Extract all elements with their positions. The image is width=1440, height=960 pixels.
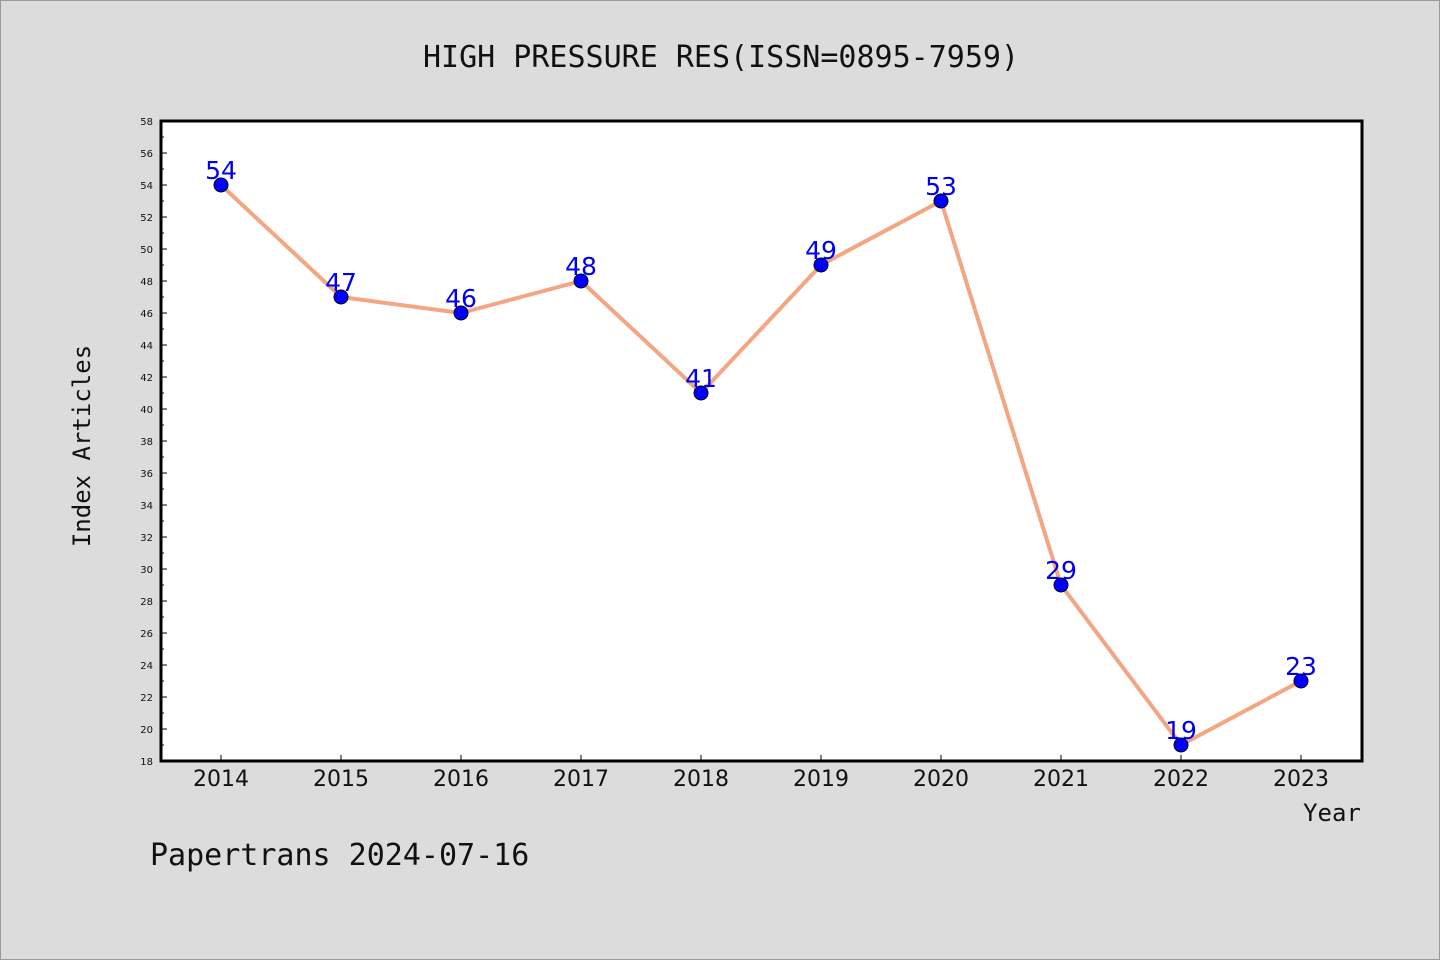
data-point [573,273,589,289]
data-point [333,289,349,305]
data-label: 49 [805,236,837,265]
y-tick-label: 42 [140,373,153,384]
x-tick-label: 2018 [673,767,729,792]
data-point [1293,673,1309,689]
data-label: 53 [925,172,957,201]
x-axis: 2014 2015 2016 2017 2018 2019 2020 2021 2022 2023 [193,755,1329,792]
y-tick-label: 26 [140,629,153,640]
x-tick-label: 2016 [433,767,489,792]
data-point [693,385,709,401]
footer-text: Papertrans 2024-07-16 [150,838,529,873]
data-point [213,177,229,193]
y-tick-label: 54 [140,181,153,192]
x-tick-label: 2023 [1273,767,1329,792]
y-tick-label: 22 [140,693,153,704]
data-point [813,257,829,273]
y-tick-label: 20 [140,725,153,736]
y-axis: 18 20 22 24 26 28 30 32 34 36 38 40 42 44 46 48 50 52 54 56… [140,117,167,768]
y-tick-label: 34 [140,501,153,512]
data-label: 47 [325,268,357,297]
data-point [933,193,949,209]
y-tick-label: 58 [140,117,153,128]
x-tick-label: 2022 [1153,767,1209,792]
x-tick-label: 2017 [553,767,609,792]
y-tick-label: 32 [140,533,153,544]
data-label: 46 [445,284,477,313]
x-tick-label: 2014 [193,767,249,792]
y-tick-label: 28 [140,597,153,608]
series-layer: 54 47 46 48 41 49 53 29 19 23 [205,156,1317,753]
data-label: 41 [685,364,717,393]
data-label: 23 [1285,652,1317,681]
data-label: 29 [1045,556,1077,585]
y-tick-label: 50 [140,245,153,256]
x-tick-label: 2019 [793,767,849,792]
y-tick-label: 24 [140,661,153,672]
data-label: 48 [565,252,597,281]
y-tick-label: 18 [140,757,153,768]
y-tick-label: 40 [140,405,153,416]
y-tick-label: 46 [140,309,153,320]
plot-area [159,119,1364,763]
y-tick-label: 48 [140,277,153,288]
series-line [219,183,1302,747]
x-tick-label: 2021 [1033,767,1089,792]
y-tick-label: 30 [140,565,153,576]
data-label: 54 [205,156,237,185]
y-axis-label: Index Articles [68,345,96,547]
x-axis-label: Year [1303,799,1361,827]
y-tick-label: 44 [140,341,153,352]
data-point [1173,737,1189,753]
y-tick-label: 38 [140,437,153,448]
x-tick-label: 2020 [913,767,969,792]
data-point [1053,577,1069,593]
x-tick-label: 2015 [313,767,369,792]
y-tick-label: 52 [140,213,153,224]
y-tick-label: 36 [140,469,153,480]
data-label: 19 [1165,716,1197,745]
chart-title: HIGH PRESSURE RES(ISSN=0895-7959) [423,40,1019,75]
y-tick-label: 56 [140,149,153,160]
data-point [453,305,469,321]
